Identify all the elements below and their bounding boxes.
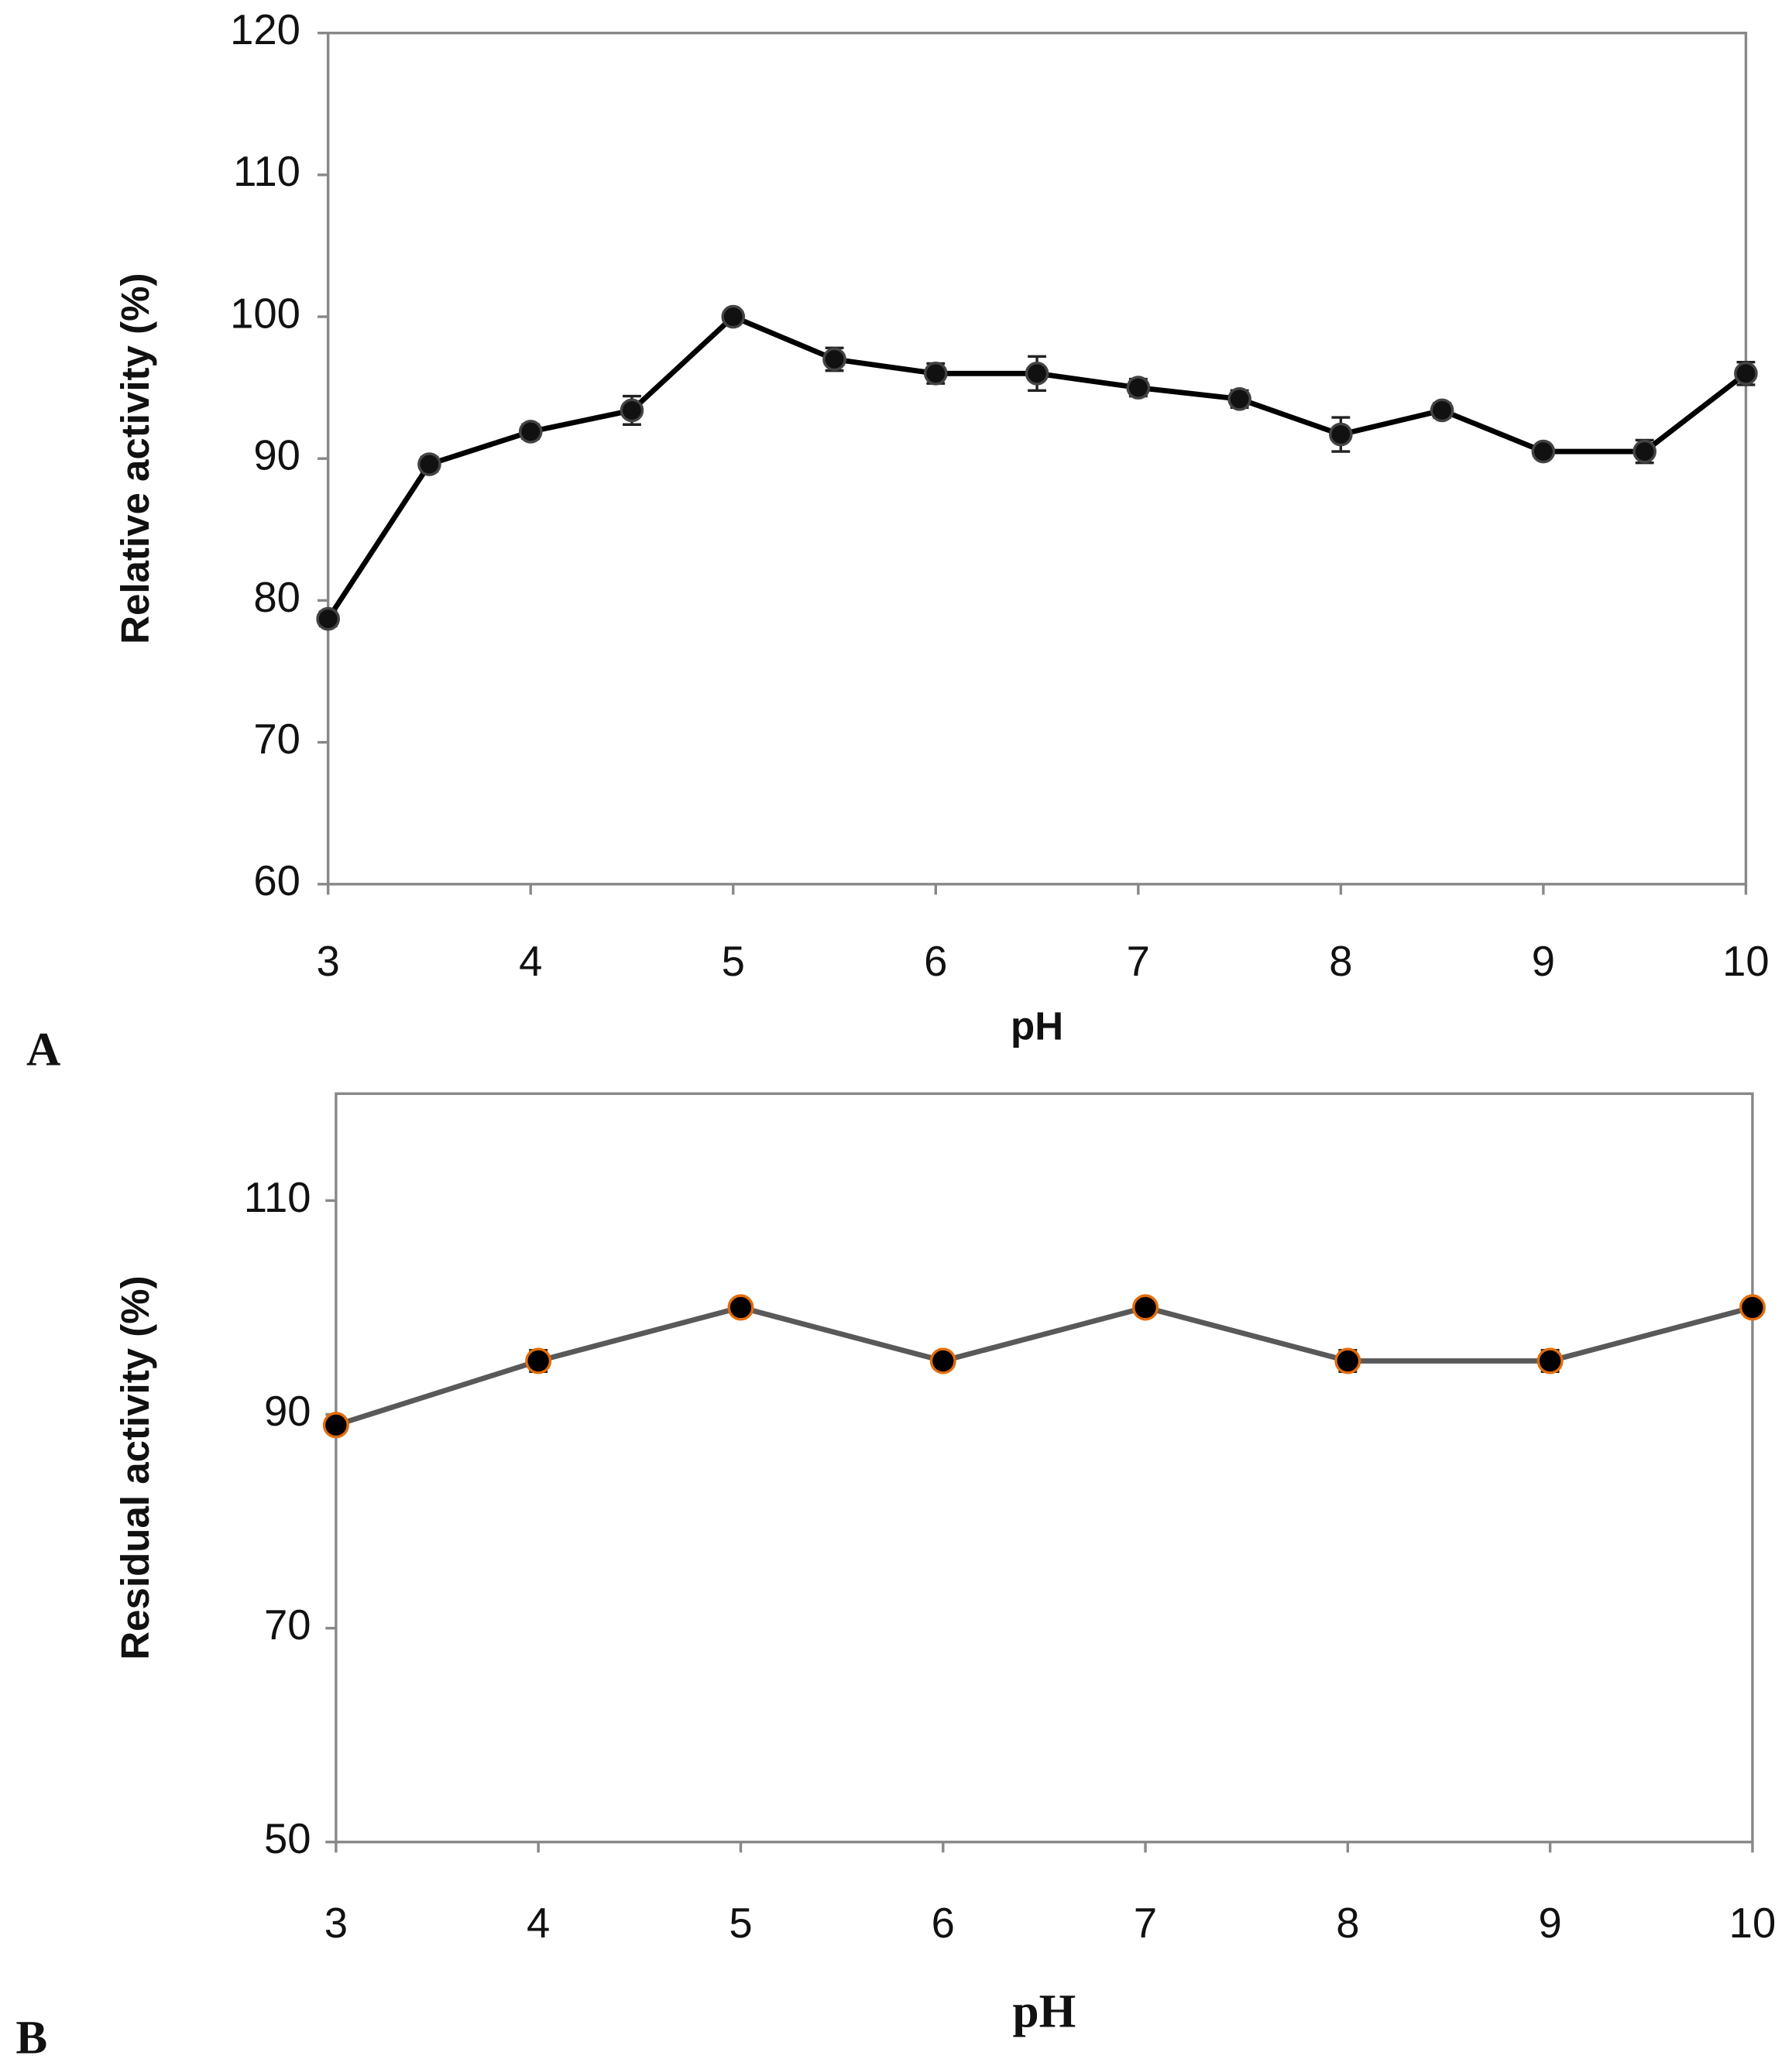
y-tick-label: 70: [253, 716, 300, 763]
data-point: [822, 347, 846, 372]
data-point: [620, 398, 644, 423]
x-tick-label: 10: [1722, 938, 1770, 985]
y-tick-label: 80: [253, 574, 300, 621]
data-point: [721, 304, 746, 329]
x-tick-label: 8: [1336, 1900, 1359, 1947]
y-tick-label: 120: [230, 6, 300, 53]
x-tick-label: 10: [1729, 1900, 1777, 1947]
data-point: [316, 606, 340, 631]
x-tick-label: 9: [1539, 1900, 1562, 1947]
y-axis-title: Residual activity (%): [113, 1275, 157, 1659]
x-tick-label: 3: [324, 1900, 348, 1947]
x-tick-label: 3: [317, 938, 340, 985]
y-tick-label: 110: [233, 148, 300, 195]
data-point: [1536, 1347, 1564, 1374]
y-tick-label: 50: [264, 1815, 311, 1862]
data-line: [335, 1304, 1753, 1428]
data-point: [1025, 361, 1049, 386]
y-tick-label: 110: [244, 1174, 311, 1221]
data-point: [1734, 361, 1758, 386]
data-point: [727, 1294, 754, 1321]
x-tick-label: 6: [932, 1900, 955, 1947]
data-point: [929, 1347, 956, 1374]
y-tick-label: 90: [253, 432, 300, 479]
panel-label: B: [15, 2011, 47, 2062]
data-point: [923, 361, 948, 386]
x-tick-label: 4: [519, 938, 542, 985]
data-point: [322, 1412, 349, 1439]
y-tick-label: 70: [264, 1601, 311, 1649]
x-tick-label: 7: [1134, 1900, 1157, 1947]
data-point: [1126, 376, 1151, 400]
data-point: [1132, 1294, 1159, 1321]
y-tick-label: 60: [253, 857, 300, 904]
y-tick-label: 90: [264, 1388, 311, 1435]
data-point: [1531, 439, 1556, 464]
x-tick-label: 9: [1532, 938, 1555, 985]
data-point: [1739, 1294, 1766, 1321]
x-tick-label: 7: [1127, 938, 1150, 985]
data-point: [417, 452, 441, 476]
x-tick-label: 6: [924, 938, 947, 985]
data-point: [518, 420, 543, 444]
data-point: [525, 1347, 552, 1374]
data-point: [1334, 1347, 1361, 1374]
data-point: [1430, 398, 1454, 423]
x-tick-label: 4: [527, 1900, 550, 1947]
x-axis-title: pH: [1011, 1004, 1063, 1048]
y-tick-label: 100: [230, 290, 300, 337]
y-axis-title: Relative activity (%): [113, 273, 157, 644]
panel-label: A: [26, 1023, 60, 1076]
x-tick-label: 5: [729, 1900, 752, 1947]
data-point: [1329, 422, 1353, 447]
data-point: [1632, 439, 1656, 464]
x-tick-label: 8: [1329, 938, 1352, 985]
x-axis-title: pH: [1013, 1985, 1076, 2037]
plot-frame: [335, 1092, 1754, 1844]
data-point: [1227, 386, 1251, 411]
x-tick-label: 5: [722, 938, 745, 985]
plot-frame: [326, 31, 1748, 886]
